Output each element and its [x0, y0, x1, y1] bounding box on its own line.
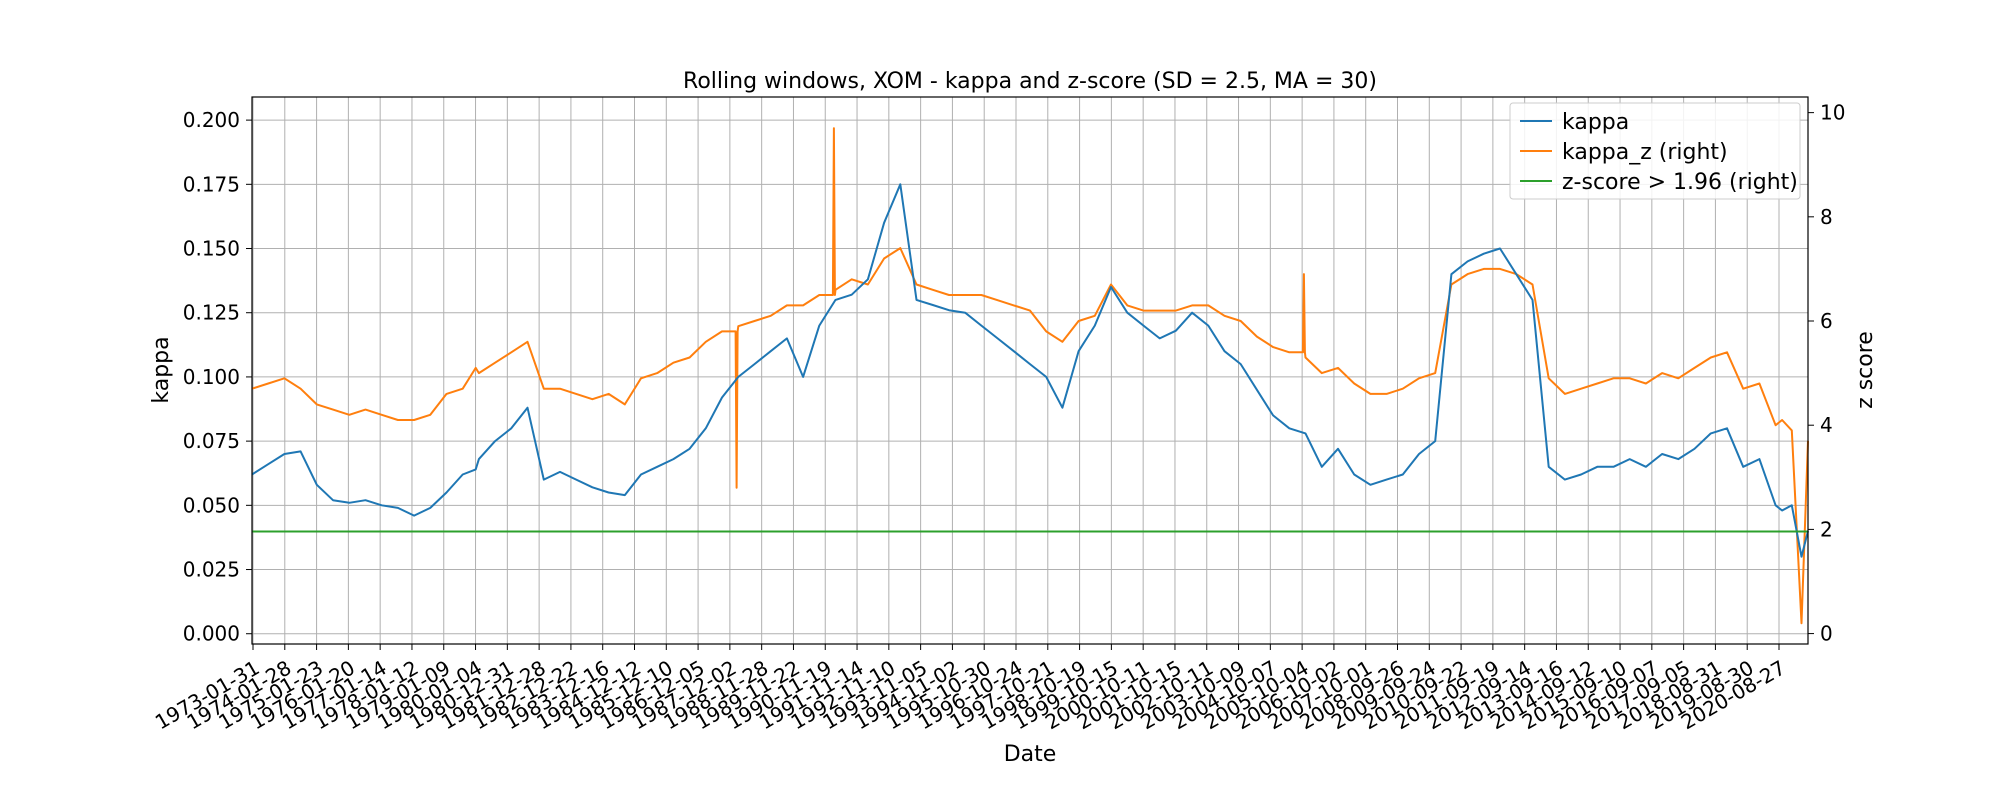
- right-axis: 0 2 4 6 8 10: [1808, 101, 1845, 646]
- y-tick-label-left: 0.075: [183, 429, 240, 453]
- legend-label: kappa_z (right): [1562, 140, 1728, 165]
- y-tick-label-left: 0.000: [183, 622, 240, 646]
- plot-frame: [251, 96, 1809, 645]
- y-tick-label-right: 10: [1820, 101, 1845, 125]
- y-tick-label-right: 6: [1820, 309, 1833, 333]
- x-axis: 1973-01-311974-01-281975-01-231976-01-20…: [151, 644, 1790, 734]
- y-tick-label-right: 2: [1820, 517, 1833, 541]
- series-line-kappa: [251, 183, 1809, 558]
- y-axis-label-left: kappa: [149, 336, 174, 403]
- y-tick-label-right: 4: [1820, 413, 1833, 437]
- legend-label: z-score > 1.96 (right): [1562, 170, 1798, 195]
- chart-title: Rolling windows, XOM - kappa and z-score…: [683, 69, 1377, 94]
- y-tick-label-left: 0.125: [183, 301, 240, 325]
- x-axis-label: Date: [1004, 742, 1057, 767]
- plot-series: [251, 127, 1809, 625]
- y-tick-label-left: 0.150: [183, 237, 240, 261]
- y-tick-label-left: 0.100: [183, 365, 240, 389]
- y-tick-label-left: 0.025: [183, 558, 240, 582]
- legend-label: kappa: [1562, 110, 1629, 135]
- y-tick-label-left: 0.050: [183, 493, 240, 517]
- legend: kappa kappa_z (right) z-score > 1.96 (righ…: [1509, 102, 1801, 200]
- grid: [252, 97, 1808, 644]
- y-tick-label-left: 0.175: [183, 172, 240, 196]
- y-tick-label-right: 8: [1820, 205, 1833, 229]
- series-line-kappa-z-right: [251, 127, 1809, 625]
- y-tick-label-left: 0.200: [183, 108, 240, 132]
- left-axis: 0.000 0.025 0.050 0.075 0.100 0.125 0.150 0.175…: [183, 108, 252, 646]
- y-axis-label-right: z score: [1853, 331, 1878, 409]
- legend-box: [1509, 102, 1801, 200]
- y-tick-label-right: 0: [1820, 622, 1833, 646]
